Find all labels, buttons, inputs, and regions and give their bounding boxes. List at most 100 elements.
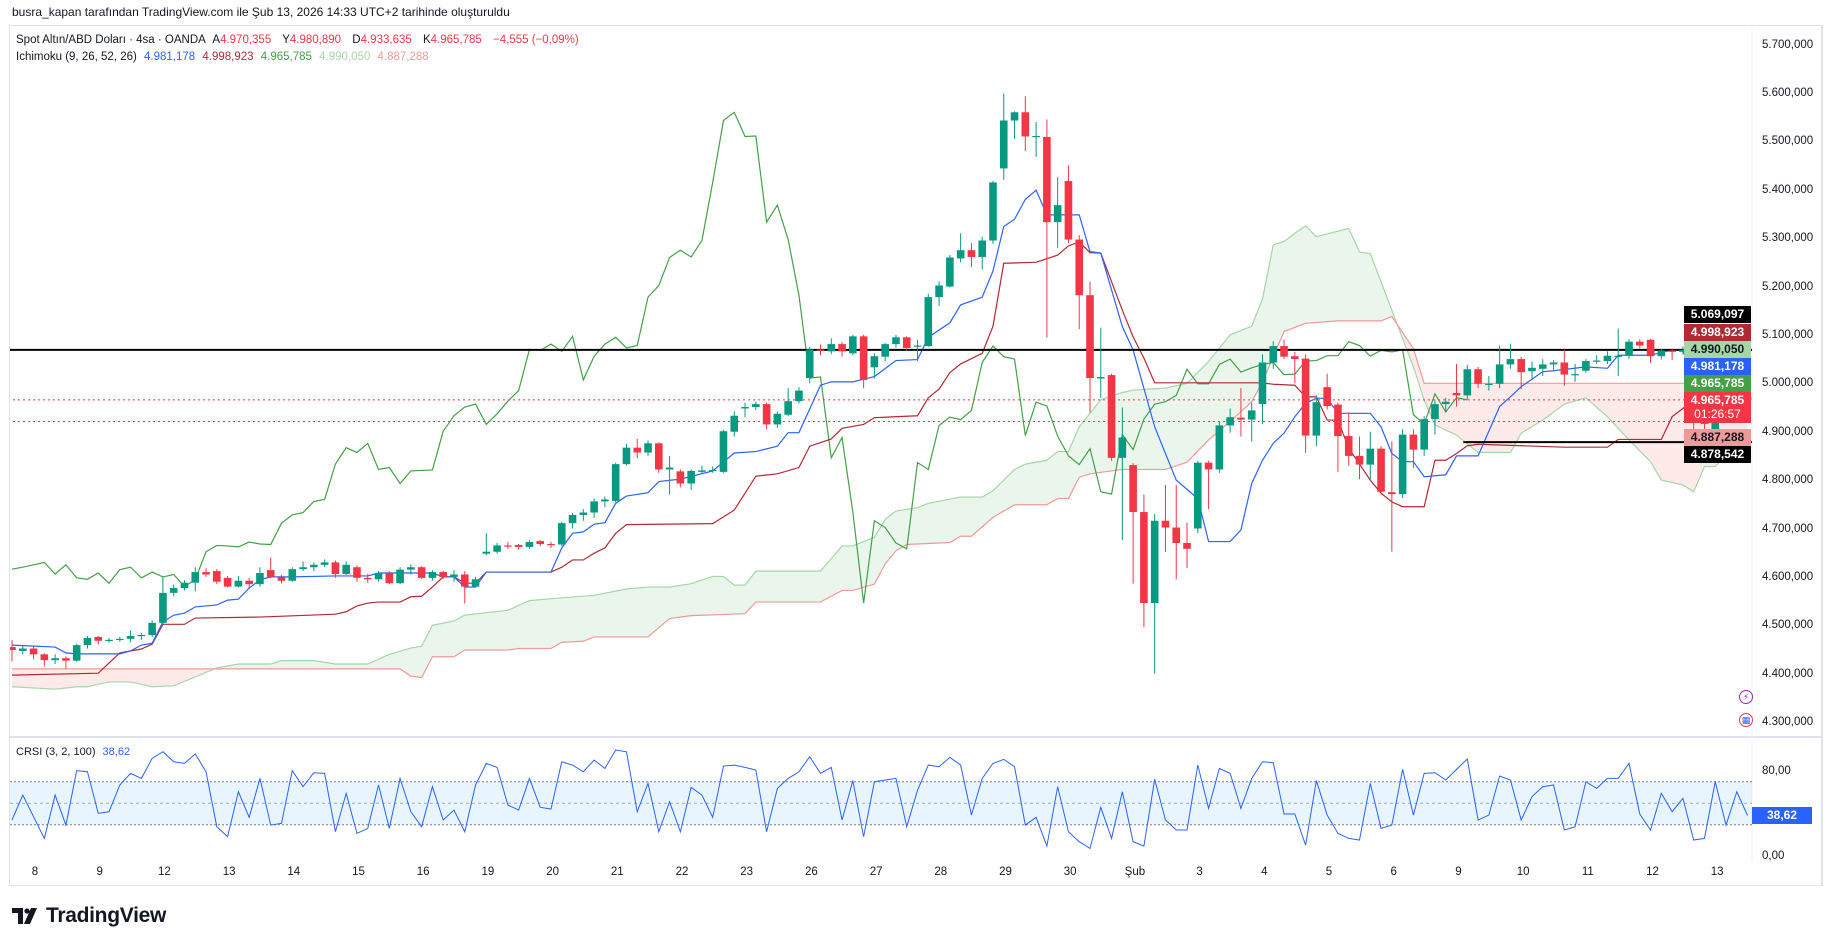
candle[interactable]: [29, 646, 38, 660]
candle[interactable]: [482, 533, 491, 556]
candle[interactable]: [299, 561, 307, 572]
candle[interactable]: [396, 567, 404, 585]
crsi-pane[interactable]: [10, 749, 1752, 850]
candle[interactable]: [169, 584, 178, 597]
candle[interactable]: [126, 630, 135, 643]
candle[interactable]: [762, 402, 771, 430]
candle[interactable]: [1344, 412, 1353, 466]
candle[interactable]: [1592, 355, 1601, 364]
candle[interactable]: [1679, 346, 1687, 355]
candle[interactable]: [687, 469, 695, 490]
candle[interactable]: [245, 577, 253, 589]
candle[interactable]: [72, 643, 81, 662]
candle[interactable]: [1582, 359, 1590, 373]
candle[interactable]: [1053, 177, 1062, 248]
candle[interactable]: [525, 540, 534, 549]
candle[interactable]: [148, 620, 156, 637]
candle[interactable]: [1463, 364, 1472, 400]
candle[interactable]: [18, 645, 27, 655]
candle[interactable]: [805, 347, 814, 384]
candle[interactable]: [180, 580, 189, 591]
candle[interactable]: [849, 334, 857, 356]
candle[interactable]: [51, 654, 59, 665]
candle[interactable]: [1538, 359, 1547, 377]
candle[interactable]: [1549, 360, 1558, 372]
candle[interactable]: [202, 568, 210, 577]
candle[interactable]: [407, 564, 415, 575]
candle[interactable]: [1517, 356, 1525, 390]
candle[interactable]: [1204, 460, 1213, 510]
main-pane[interactable]: [8, 93, 1752, 690]
candle[interactable]: [493, 543, 501, 554]
candle[interactable]: [956, 233, 965, 263]
candle[interactable]: [665, 455, 674, 495]
candle[interactable]: [547, 542, 555, 548]
candle[interactable]: [719, 429, 728, 473]
candle[interactable]: [1140, 494, 1148, 628]
candle[interactable]: [94, 635, 103, 645]
candle[interactable]: [859, 334, 868, 389]
candle[interactable]: [1625, 339, 1633, 360]
candle[interactable]: [1021, 96, 1030, 151]
indicator-name[interactable]: Ichimoku (9, 26, 52, 26): [16, 51, 137, 63]
candle[interactable]: [1107, 373, 1116, 461]
candle[interactable]: [428, 570, 437, 581]
candle[interactable]: [924, 293, 933, 347]
candle[interactable]: [1355, 436, 1364, 480]
candle[interactable]: [1441, 397, 1450, 413]
candle[interactable]: [363, 573, 372, 583]
candle[interactable]: [116, 636, 124, 642]
candle[interactable]: [568, 513, 577, 529]
candle[interactable]: [1237, 388, 1245, 437]
candle[interactable]: [277, 574, 286, 584]
candle[interactable]: [1291, 351, 1299, 384]
candle[interactable]: [633, 438, 642, 459]
candle[interactable]: [471, 576, 480, 588]
candle[interactable]: [1129, 463, 1137, 584]
candle[interactable]: [1603, 351, 1612, 364]
candle[interactable]: [353, 565, 361, 582]
candle[interactable]: [967, 242, 976, 268]
candle[interactable]: [1215, 422, 1224, 473]
candle[interactable]: [320, 559, 329, 568]
us-flag-calendar-icon[interactable]: ▦: [1739, 713, 1753, 727]
candle[interactable]: [978, 236, 986, 270]
candle[interactable]: [1032, 121, 1040, 157]
candle[interactable]: [730, 411, 739, 437]
crsi-legend[interactable]: CRSI (3, 2, 100) 38,62: [16, 746, 130, 758]
candle[interactable]: [557, 521, 566, 546]
candle[interactable]: [870, 353, 879, 379]
candle[interactable]: [1269, 341, 1278, 369]
candle[interactable]: [1064, 165, 1073, 243]
candle[interactable]: [105, 637, 113, 643]
candle[interactable]: [1183, 522, 1191, 569]
candle[interactable]: [838, 342, 846, 357]
candle[interactable]: [1172, 484, 1181, 580]
candle[interactable]: [601, 496, 609, 508]
candle[interactable]: [1646, 338, 1655, 363]
candle[interactable]: [159, 576, 167, 624]
candle[interactable]: [417, 566, 426, 579]
candle[interactable]: [213, 569, 221, 585]
candle[interactable]: [590, 498, 598, 518]
candle[interactable]: [1194, 460, 1202, 534]
candle[interactable]: [1096, 327, 1105, 398]
candle[interactable]: [288, 567, 297, 582]
candle[interactable]: [881, 343, 889, 362]
candle[interactable]: [342, 561, 350, 575]
candle[interactable]: [1377, 446, 1385, 495]
candle[interactable]: [1010, 111, 1019, 139]
candle[interactable]: [1388, 441, 1396, 552]
candle[interactable]: [1657, 348, 1666, 360]
candle[interactable]: [698, 465, 706, 475]
candle[interactable]: [784, 388, 792, 417]
candle[interactable]: [913, 339, 922, 362]
candle[interactable]: [579, 509, 588, 521]
candle[interactable]: [1452, 363, 1461, 407]
candle[interactable]: [1280, 339, 1288, 360]
candle[interactable]: [655, 442, 663, 473]
candle[interactable]: [902, 336, 911, 351]
candle[interactable]: [536, 540, 545, 546]
candle[interactable]: [892, 334, 900, 348]
